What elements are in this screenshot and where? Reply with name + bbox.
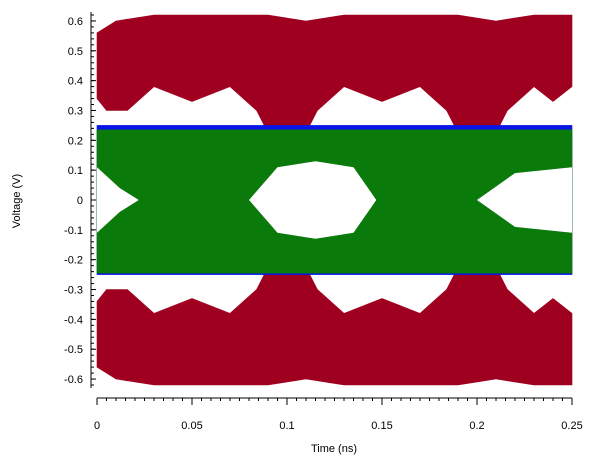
eye-opening-0 — [97, 167, 139, 233]
y-tick-label: -0.6 — [64, 374, 83, 386]
signal-series-layer — [96, 14, 573, 386]
y-axis-label: Voltage (V) — [11, 174, 23, 228]
x-tick-label: 0.1 — [279, 420, 294, 432]
y-tick-label: -0.1 — [64, 225, 83, 237]
x-tick-label: 0.25 — [561, 420, 582, 432]
eye-opening-2 — [477, 167, 572, 233]
y-tick-label: 0.4 — [68, 76, 83, 88]
x-tick-label: 0.15 — [371, 420, 392, 432]
y-tick-label: 0.5 — [68, 46, 83, 58]
y-tick-label: -0.2 — [64, 255, 83, 267]
y-tick-label: -0.3 — [64, 285, 83, 297]
y-tick-label: 0.6 — [68, 16, 83, 28]
x-tick-label: 0.05 — [181, 420, 202, 432]
y-tick-label: 0.3 — [68, 105, 83, 117]
y-tick-label: 0 — [77, 195, 83, 207]
x-tick-label: 0.2 — [469, 420, 484, 432]
y-axis-ticks: 0.6 0.5 0.4 0.3 0.2 0.1 0 -0.1 -0.2 -0.3 -0.4 -0.5 -… — [64, 14, 96, 386]
y-tick-label: -0.4 — [64, 314, 83, 326]
x-axis-label: Time (ns) — [311, 443, 357, 455]
eye-openings-layer — [97, 161, 572, 239]
plot-area — [96, 14, 573, 386]
y-tick-label: -0.5 — [64, 344, 83, 356]
y-tick-label: 0.1 — [68, 165, 83, 177]
eye-opening-1 — [249, 161, 377, 239]
y-tick-label: 0.2 — [68, 135, 83, 147]
x-tick-label: 0 — [94, 420, 100, 432]
x-axis-ticks: 0 0.05 0.1 0.15 0.2 0.25 — [94, 398, 583, 432]
